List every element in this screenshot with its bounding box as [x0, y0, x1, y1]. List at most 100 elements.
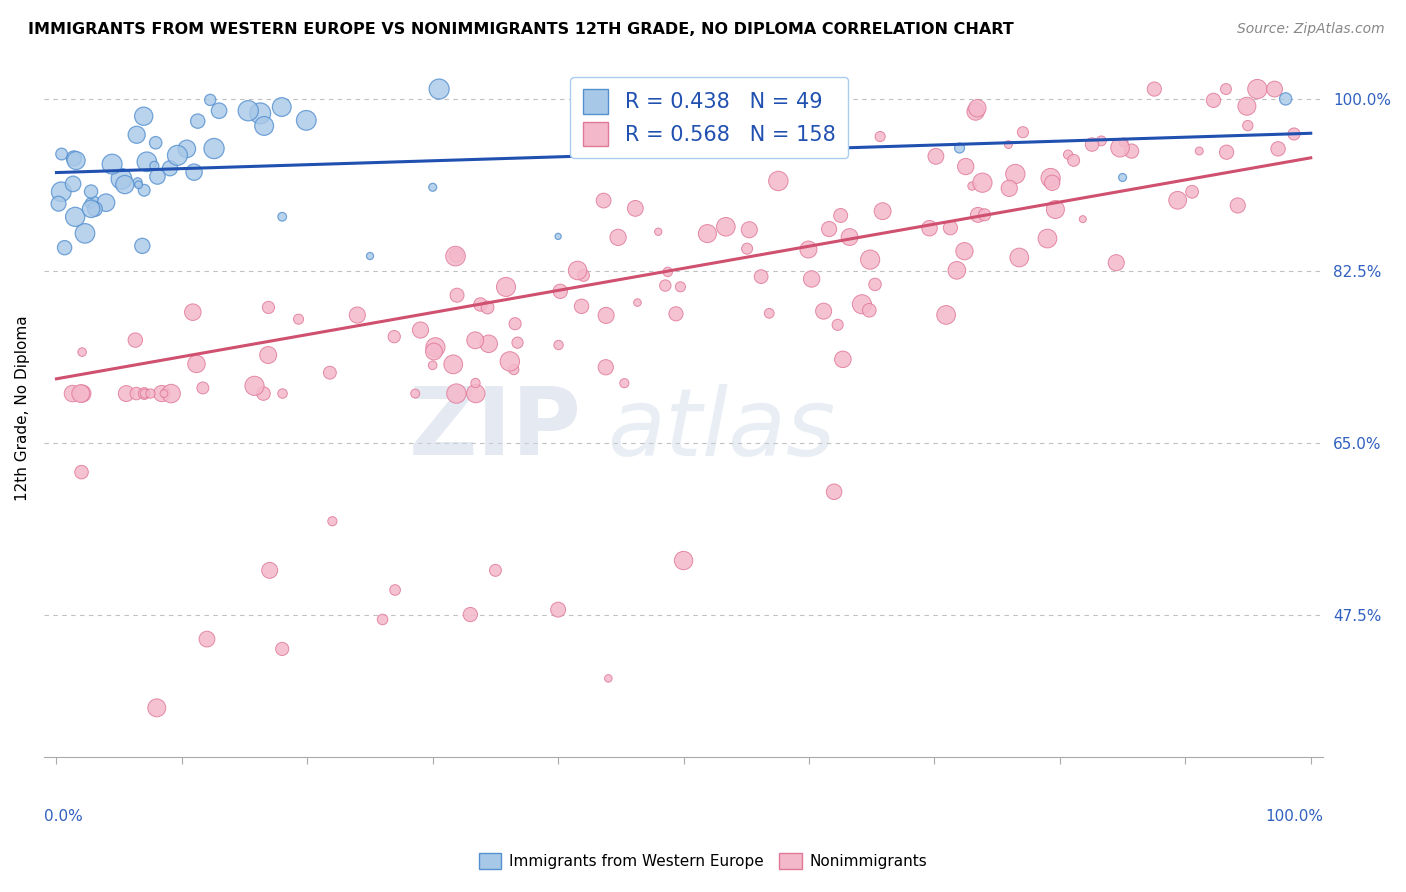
Point [321, 514, 343, 528]
Point [73, 227, 96, 241]
Point [827, 318, 849, 332]
Point [295, 113, 318, 128]
Point [613, 376, 636, 391]
Point [51, 147, 73, 161]
Point [1109, 141, 1132, 155]
Point [571, 299, 593, 313]
Point [422, 180, 444, 194]
Point [271, 386, 294, 401]
Point [484, 563, 506, 577]
Point [714, 219, 737, 234]
Point [65, 153, 87, 168]
Point [503, 317, 526, 331]
Point [818, 222, 841, 236]
Point [150, 386, 173, 401]
Point [1226, 198, 1249, 212]
Point [946, 263, 969, 277]
Point [128, 178, 150, 192]
Point [758, 306, 780, 320]
Point [1215, 145, 1237, 160]
Point [477, 301, 499, 315]
Point [696, 227, 718, 241]
Point [499, 354, 522, 368]
Point [80, 202, 103, 216]
Point [125, 128, 148, 142]
Point [62, 386, 84, 401]
Point [960, 179, 983, 194]
Point [422, 359, 444, 373]
Point [823, 484, 845, 499]
Point [252, 386, 274, 401]
Point [94, 195, 117, 210]
Point [478, 336, 501, 351]
Point [965, 104, 987, 119]
Point [131, 239, 153, 253]
Point [738, 223, 761, 237]
Point [595, 309, 617, 323]
Point [1202, 93, 1225, 107]
Point [813, 304, 835, 318]
Point [997, 137, 1019, 152]
Point [287, 312, 309, 326]
Point [657, 265, 679, 279]
Point [506, 335, 529, 350]
Point [271, 210, 294, 224]
Point [134, 386, 156, 401]
Point [967, 208, 990, 222]
Point [153, 386, 176, 401]
Point [143, 159, 166, 173]
Point [595, 360, 617, 375]
Point [1090, 134, 1112, 148]
Point [547, 338, 569, 352]
Point [72, 386, 94, 401]
Y-axis label: 12th Grade, No Diploma: 12th Grade, No Diploma [15, 316, 30, 501]
Point [243, 379, 266, 393]
Point [572, 268, 595, 283]
Point [1057, 147, 1080, 161]
Point [69, 386, 91, 401]
Point [253, 119, 276, 133]
Point [80, 185, 103, 199]
Point [925, 149, 948, 163]
Point [187, 114, 209, 128]
Point [271, 641, 294, 656]
Point [259, 563, 281, 577]
Point [346, 308, 368, 322]
Point [1105, 255, 1128, 269]
Point [735, 242, 758, 256]
Point [1112, 136, 1135, 150]
Point [502, 362, 524, 376]
Point [270, 100, 292, 114]
Point [1071, 212, 1094, 227]
Point [1167, 194, 1189, 208]
Point [470, 297, 492, 311]
Point [382, 329, 405, 343]
Text: atlas: atlas [607, 384, 835, 475]
Point [208, 103, 231, 118]
Point [62, 177, 84, 191]
Point [1045, 202, 1067, 217]
Point [953, 244, 976, 259]
Point [1036, 231, 1059, 245]
Point [548, 285, 571, 299]
Text: Source: ZipAtlas.com: Source: ZipAtlas.com [1237, 22, 1385, 37]
Point [70, 465, 93, 479]
Point [191, 381, 214, 395]
Point [125, 386, 148, 401]
Point [444, 249, 467, 263]
Point [872, 204, 894, 219]
Point [159, 161, 181, 176]
Point [441, 357, 464, 371]
Point [124, 333, 146, 347]
Point [831, 352, 853, 367]
Point [249, 106, 271, 120]
Point [939, 220, 962, 235]
Point [51, 185, 73, 199]
Point [567, 263, 589, 277]
Point [238, 103, 260, 118]
Point [132, 109, 155, 123]
Point [384, 582, 406, 597]
Point [626, 295, 648, 310]
Point [1282, 127, 1305, 141]
Point [114, 178, 136, 192]
